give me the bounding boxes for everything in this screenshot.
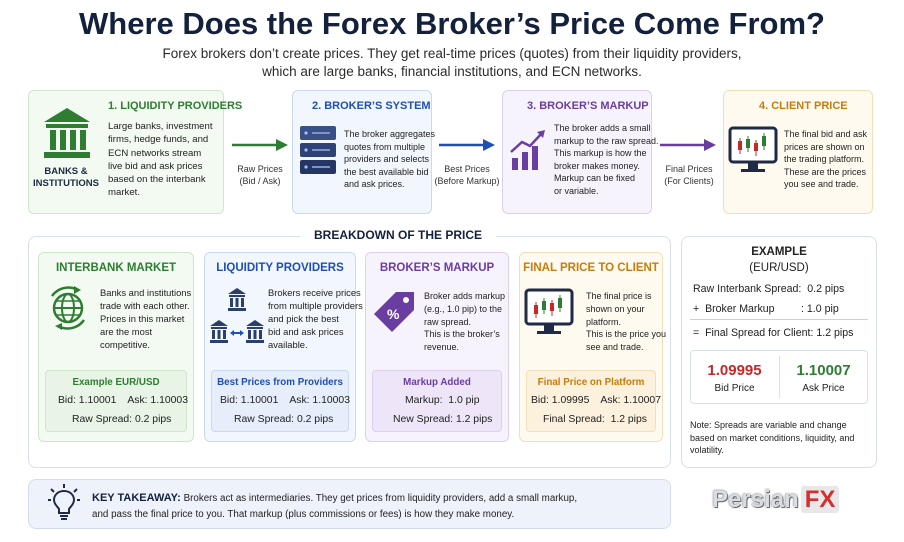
box-bid-ask: Bid: 1.10001 Ask: 1.10003 [58,395,188,406]
card-description: Banks and institutions trade with each o… [100,287,192,350]
key-takeaway-heading: KEY TAKEAWAY: [92,492,181,504]
price-tag-icon: % [374,292,414,332]
step-heading: 1. LIQUIDITY PROVIDERS [108,100,243,112]
example-pair: (EUR/USD) [749,262,809,274]
card-description: The final price is shown on your platfor… [586,291,667,353]
example-final-spread: = Final Spread for Client: 1.2 pips [693,327,854,339]
box-title: Best Prices from Providers [217,377,343,388]
step-heading: 2. BROKER’S SYSTEM [312,100,431,112]
growth-chart-icon [510,130,545,170]
lightbulb-icon [48,484,80,520]
step-description: The broker aggregates quotes from multip… [344,129,436,190]
box-markup: Markup: 1.0 pip [405,395,480,406]
card-heading: FINAL PRICE TO CLIENT [523,262,659,274]
card-example-box: Best Prices from Providers Bid: 1.10001 … [211,370,350,432]
example-divider [690,319,868,320]
box-title: Final Price on Platform [537,377,645,388]
box-spread: Final Spread: 1.2 pips [543,414,647,425]
key-takeaway-text: KEY TAKEAWAY: Brokers act as intermediar… [92,492,578,520]
step-description: The final bid and ask prices are shown o… [784,129,868,190]
card-description: Broker adds markup (e.g., 1.0 pip) to th… [424,291,506,353]
step-description: Large banks, investment firms, hedge fun… [108,121,213,199]
price-box [690,350,868,404]
globe-exchange-icon [50,286,86,330]
example-broker-markup: + Broker Markup : 1.0 pip [693,303,839,315]
box-spread: New Spread: 1.2 pips [393,414,493,425]
banks-institutions-caption: BANKS & INSTITUTIONS [33,166,99,189]
arrow-final-prices [660,139,716,151]
card-description: Brokers receive prices from multiple pro… [268,287,363,350]
arrow-label: Best Prices (Before Markup) [434,164,500,186]
candlestick-chart-icon [524,288,574,334]
example-raw-spread: Raw Interbank Spread: 0.2 pips [693,283,845,295]
box-bid-ask: Bid: 1.09995 Ask: 1.10007 [531,395,661,406]
spread-note: Note: Spreads are variable and change ba… [690,420,855,455]
providers-network-icon [210,288,264,343]
page-subtitle: Forex brokers don’t create prices. They … [162,46,742,79]
card-example-box: Markup Added Markup: 1.0 pip New Spread:… [372,370,502,432]
key-takeaway-panel [28,479,671,529]
price-box-divider [779,356,780,398]
card-example-box: Example EUR/USD Bid: 1.10001 Ask: 1.1000… [45,370,188,432]
box-spread: Raw Spread: 0.2 pips [72,414,172,425]
persianfx-logo: Persian FX [712,486,840,514]
step-heading: 4. CLIENT PRICE [759,100,848,112]
svg-text:%: % [387,306,400,322]
arrow-raw-prices [232,139,288,151]
arrow-label: Final Prices (For Clients) [664,164,714,186]
bank-icon [44,108,90,158]
ask-price-label: Ask Price [802,383,845,394]
page-title: Where Does the Forex Broker’s Price Come… [79,6,825,41]
server-icon [300,126,336,174]
box-bid-ask: Bid: 1.10001 Ask: 1.10003 [220,395,350,406]
breakdown-title: BREAKDOWN OF THE PRICE [300,228,496,242]
box-spread: Raw Spread: 0.2 pips [234,414,334,425]
step-heading: 3. BROKER’S MARKUP [527,100,649,112]
bid-price-label: Bid Price [714,383,755,394]
card-heading: LIQUIDITY PROVIDERS [216,262,344,274]
example-panel [681,236,877,468]
arrow-label: Raw Prices (Bid / Ask) [237,164,283,186]
card-heading: BROKER’S MARKUP [379,262,495,274]
card-example-box: Final Price on Platform Bid: 1.09995 Ask… [526,370,661,432]
box-title: Markup Added [403,377,471,388]
example-heading: EXAMPLE [751,246,807,258]
card-heading: INTERBANK MARKET [55,262,177,274]
trading-monitor-icon [728,126,778,172]
ask-price-value: 1.10007 [796,362,851,379]
step-description: The broker adds a small markup to the ra… [554,123,659,196]
bid-price-value: 1.09995 [707,362,762,379]
arrow-best-prices [439,139,495,151]
box-title: Example EUR/USD [72,377,160,388]
